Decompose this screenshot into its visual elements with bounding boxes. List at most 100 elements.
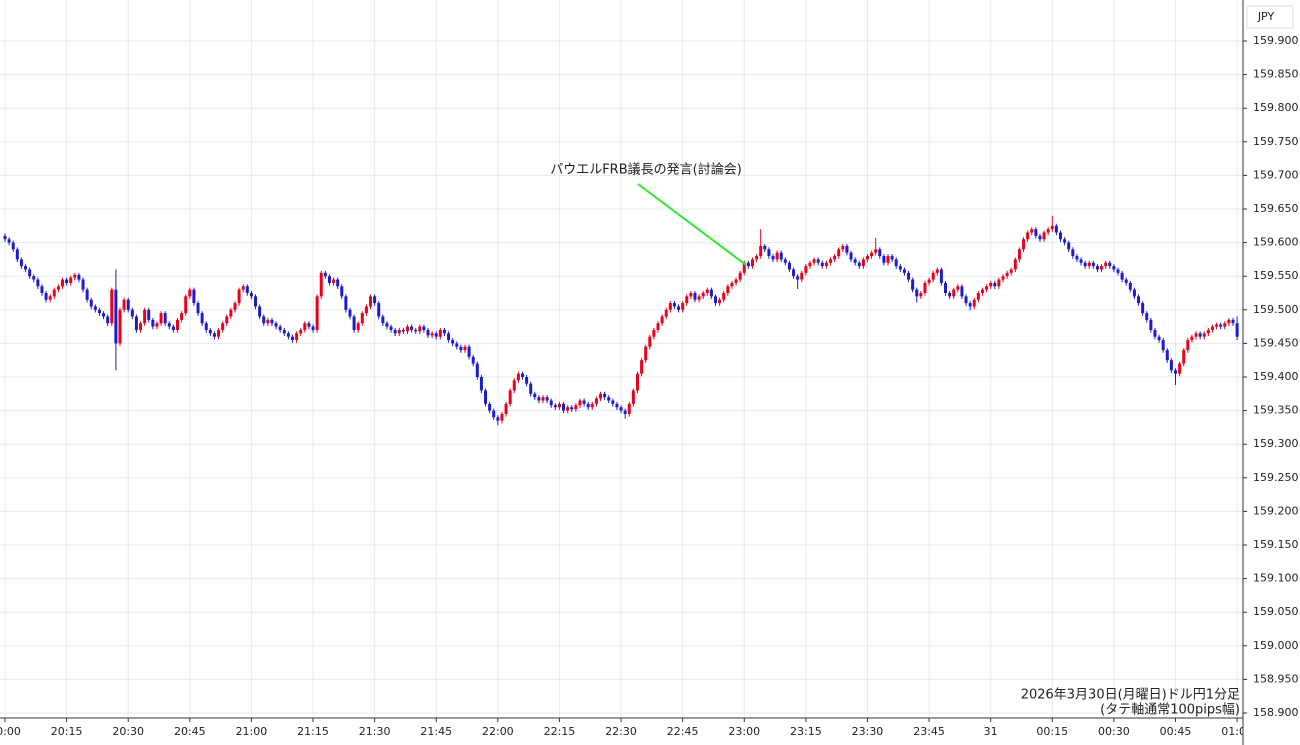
candle-body [886, 256, 890, 263]
candle-body [771, 256, 775, 260]
candle-body [1083, 262, 1087, 267]
y-tick-label: 159.100 [1253, 572, 1299, 585]
candle-body [857, 262, 861, 267]
candle-body [1009, 269, 1013, 273]
candle-body [1231, 319, 1235, 324]
candle-body [1050, 225, 1054, 230]
candle-body [775, 252, 779, 260]
candle-body [89, 299, 93, 307]
candle-body [985, 286, 989, 290]
candle-body [290, 336, 294, 341]
candle-body [849, 252, 853, 260]
y-tick-label: 159.300 [1253, 437, 1299, 450]
annotation-line [637, 183, 747, 266]
candle-body [1038, 235, 1042, 240]
candle-body [755, 256, 759, 260]
candle-body [660, 316, 664, 324]
candle-body [496, 417, 500, 421]
candle-body [422, 326, 426, 330]
candle-body [742, 262, 746, 273]
candle-body [935, 269, 939, 273]
y-tick-label: 159.700 [1253, 168, 1299, 181]
candle-body [640, 360, 644, 374]
candle-body [664, 309, 668, 317]
y-tick-label: 159.200 [1253, 504, 1299, 517]
candle-body [15, 249, 19, 260]
candle-body [130, 309, 134, 317]
candle-body [693, 293, 697, 300]
candle-body [455, 343, 459, 347]
candle-body [410, 326, 414, 330]
candle-body [352, 316, 356, 330]
candle-body [430, 333, 434, 336]
candle-body [1116, 269, 1120, 273]
candle-body [1161, 340, 1165, 351]
candle-body [746, 262, 750, 267]
candle-body [139, 323, 143, 330]
candle-body [812, 259, 816, 263]
candle-body [434, 333, 438, 337]
candle-body [114, 289, 118, 344]
candle-body [24, 266, 28, 270]
candle-body [451, 340, 455, 344]
candle-body [258, 306, 262, 317]
candle-body [73, 274, 77, 278]
candle-body [882, 256, 886, 263]
candle-body [254, 296, 258, 307]
candle-body [804, 266, 808, 273]
x-tick-label: 22:00 [482, 725, 514, 738]
candle-body [163, 313, 167, 324]
x-tick-label: 20:00 [0, 725, 21, 738]
candle-body [1182, 350, 1186, 364]
x-tick-label: 31 [984, 725, 998, 738]
candle-body [697, 296, 701, 300]
candle-body [504, 403, 508, 414]
candle-body [582, 400, 586, 404]
candle-body [266, 319, 270, 324]
candle-body [414, 329, 418, 332]
candle-body [48, 296, 52, 300]
candle-body [1132, 289, 1136, 297]
candle-body [126, 299, 130, 310]
candle-body [77, 274, 81, 280]
candle-body [278, 326, 282, 330]
candle-body [993, 282, 997, 287]
candle-body [360, 313, 364, 324]
candle-body [1128, 282, 1132, 290]
candle-body [783, 259, 787, 263]
candle-body [594, 398, 598, 404]
candle-body [122, 299, 126, 310]
candle-body [245, 286, 249, 293]
candle-body [397, 329, 401, 334]
candle-body [286, 333, 290, 337]
candle-body [340, 286, 344, 297]
candle-body [175, 319, 179, 330]
candle-body [97, 309, 101, 314]
candle-body [180, 313, 184, 320]
footer-title: 2026年3月30日(月曜日)ドル円1分足 [1021, 688, 1240, 703]
candle-body [442, 329, 446, 334]
candle-body [147, 309, 151, 320]
candle-body [110, 289, 114, 324]
candle-body [980, 289, 984, 293]
candle-body [159, 313, 163, 324]
x-tick-label: 23:30 [852, 725, 884, 738]
candle-body [672, 303, 676, 307]
candle-body [714, 296, 718, 304]
candle-body [282, 329, 286, 334]
candle-body [299, 329, 303, 334]
candle-body [972, 299, 976, 307]
candle-body [512, 380, 516, 391]
footer-subtitle: (タテ軸通常100pips幅) [1100, 703, 1240, 718]
y-tick-label: 159.050 [1253, 605, 1299, 618]
candle-body [549, 400, 553, 406]
candle-body [668, 303, 672, 310]
candle-body [878, 249, 882, 257]
candle-body [927, 279, 931, 283]
x-tick-label: 22:15 [544, 725, 576, 738]
candle-body [488, 403, 492, 411]
candle-body [623, 410, 627, 414]
y-tick-label: 158.950 [1253, 672, 1299, 685]
candle-body [151, 319, 155, 327]
